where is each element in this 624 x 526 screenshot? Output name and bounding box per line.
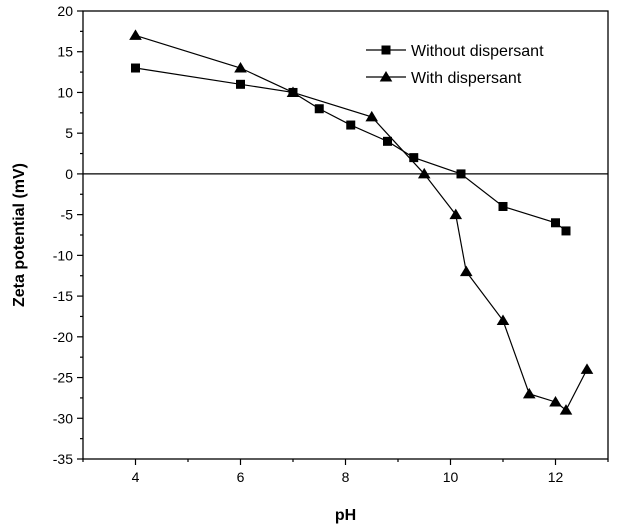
x-tick-label: 12: [548, 469, 564, 485]
legend-item: With dispersant: [366, 70, 522, 87]
series-triangle: [129, 29, 594, 415]
data-point: [449, 208, 463, 220]
data-point: [580, 363, 594, 374]
x-axis: 4 6 8 10 12: [82, 459, 609, 485]
series-line: [135, 34, 588, 412]
y-tick-label: -15: [53, 288, 73, 304]
y-tick-label: -5: [61, 207, 74, 223]
data-point: [131, 63, 140, 73]
y-tick-label: 15: [57, 44, 73, 60]
data-point: [559, 404, 573, 415]
x-tick-label: 6: [237, 469, 245, 485]
legend-marker: [381, 45, 391, 55]
data-point: [383, 136, 392, 146]
y-tick-label: 10: [57, 84, 73, 100]
data-point: [314, 104, 324, 114]
y-tick-label: 20: [57, 3, 73, 19]
legend-marker: [379, 71, 393, 82]
data-point: [561, 226, 571, 236]
data-point: [286, 86, 300, 97]
x-tick-label: 8: [342, 469, 350, 485]
data-point: [459, 265, 473, 277]
data-point: [417, 167, 431, 179]
y-tick-label: -10: [53, 247, 73, 263]
data-point: [522, 387, 536, 399]
x-tick-label: 10: [443, 469, 459, 485]
x-tick-label: 4: [132, 469, 140, 485]
data-point: [551, 218, 560, 228]
series-layer: [129, 29, 594, 415]
data-point: [456, 169, 466, 179]
legend: Without dispersant With dispersant: [366, 43, 544, 87]
data-point: [365, 110, 379, 122]
data-point: [498, 201, 508, 211]
y-axis: -35 -30 -25 -20 -15 -10 -5 0 5 10 15 20: [53, 3, 83, 467]
y-tick-label: -35: [53, 451, 73, 467]
data-point: [234, 62, 247, 73]
series-square: [131, 63, 571, 236]
y-axis-title: Zeta potential (mV): [11, 163, 28, 307]
legend-item: Without dispersant: [366, 43, 544, 60]
y-tick-label: -25: [53, 370, 73, 386]
x-axis-title: pH: [335, 507, 356, 524]
data-point: [549, 395, 562, 407]
data-point: [236, 79, 245, 89]
legend-label: With dispersant: [411, 70, 522, 87]
y-tick-label: 5: [65, 125, 73, 141]
data-point: [409, 153, 419, 163]
data-point: [129, 29, 142, 40]
y-tick-label: 0: [65, 166, 73, 182]
data-point: [496, 314, 510, 326]
y-tick-label: -30: [53, 410, 73, 426]
legend-label: Without dispersant: [411, 43, 544, 60]
data-point: [346, 120, 356, 130]
y-tick-label: -20: [53, 329, 73, 345]
